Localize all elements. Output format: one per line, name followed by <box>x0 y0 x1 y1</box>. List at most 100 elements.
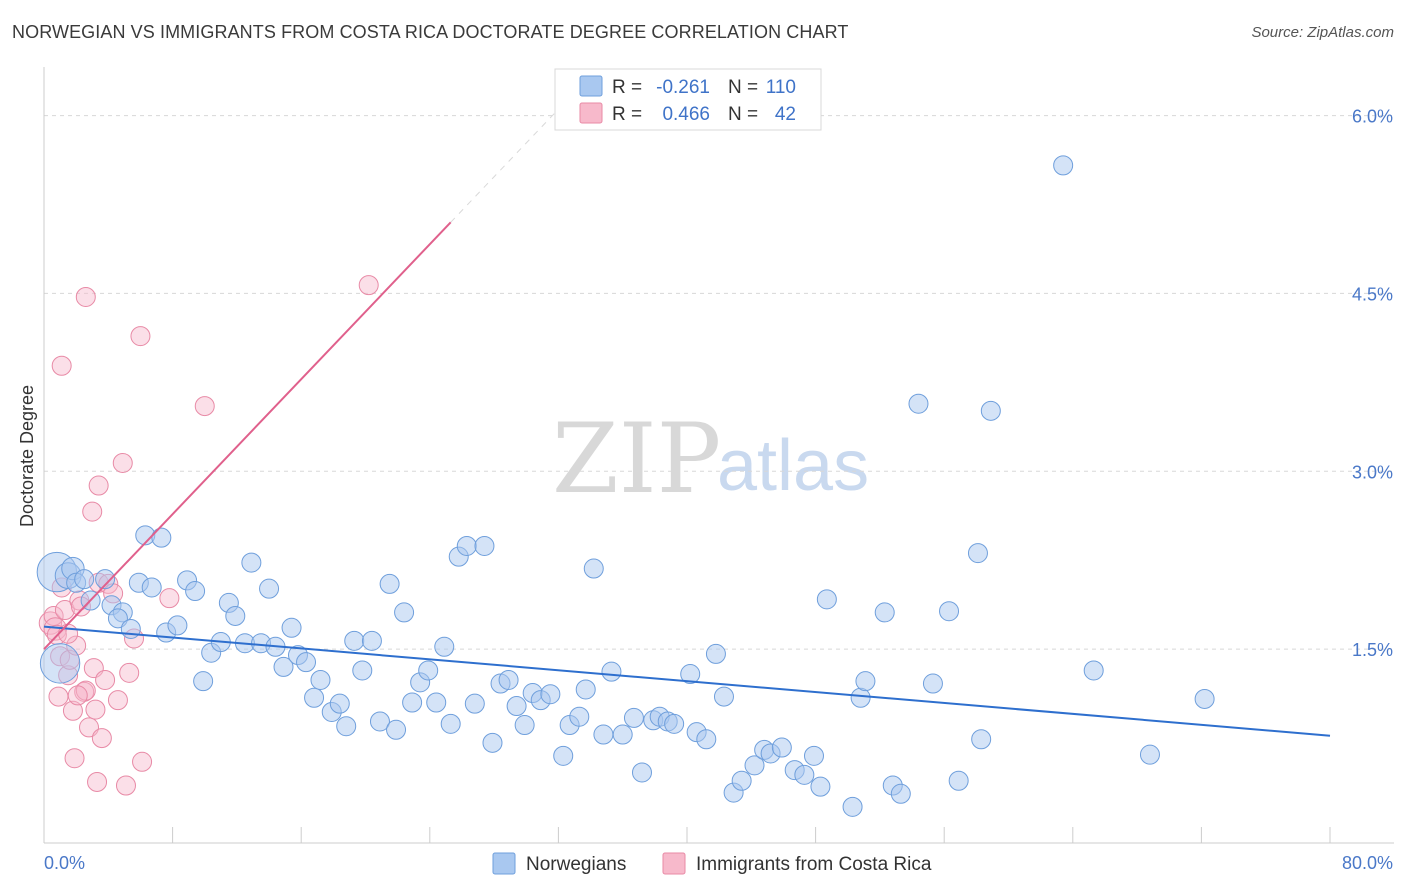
axes <box>43 67 1394 844</box>
trend-line-norwegians <box>43 625 1331 737</box>
point-norwegians-35 <box>310 669 331 690</box>
point-norwegians-5 <box>74 569 95 590</box>
point-norwegians-64 <box>553 745 574 766</box>
legend-n-value-costa-rica: 42 <box>775 104 796 125</box>
point-costa-rica-33 <box>75 286 96 307</box>
point-norwegians-39 <box>344 630 365 651</box>
point-norwegians-72 <box>623 707 644 728</box>
point-norwegians-88 <box>771 737 792 758</box>
point-norwegians-96 <box>855 671 876 692</box>
bottom-legend-swatch-costa-rica <box>662 852 686 875</box>
legend-n-value-norwegians: 110 <box>766 77 796 98</box>
point-norwegians-10 <box>107 608 128 629</box>
point-costa-rica-10 <box>62 700 83 721</box>
point-norwegians-37 <box>329 693 350 714</box>
point-costa-rica-41 <box>58 623 79 644</box>
point-norwegians-104 <box>980 400 1001 421</box>
point-norwegians-28 <box>259 578 280 599</box>
trend-line-costa-rica-extension <box>450 79 587 223</box>
point-norwegians-50 <box>434 636 455 657</box>
point-norwegians-46 <box>402 692 423 713</box>
point-norwegians-58 <box>498 669 519 690</box>
point-norwegians-67 <box>575 679 596 700</box>
point-norwegians-24 <box>225 605 246 626</box>
bottom-legend-label-costa-rica: Immigrants from Costa Rica <box>696 854 932 875</box>
watermark-zip: ZIP <box>552 403 721 515</box>
point-norwegians-99 <box>890 783 911 804</box>
point-norwegians-7 <box>95 569 116 590</box>
point-norwegians-92 <box>810 776 831 797</box>
series-legend: Norwegians Immigrants from Costa Rica <box>492 852 932 875</box>
y-tick-label-2: 4.5% <box>1352 284 1393 304</box>
legend-r-label-costa-rica: R = <box>612 104 642 125</box>
point-norwegians-53 <box>456 535 477 556</box>
point-norwegians-41 <box>361 630 382 651</box>
point-costa-rica-25 <box>107 690 128 711</box>
point-norwegians-51 <box>440 713 461 734</box>
point-norwegians-20 <box>193 671 214 692</box>
chart-title: NORWEGIAN VS IMMIGRANTS FROM COSTA RICA … <box>12 22 849 42</box>
point-norwegians-95 <box>850 687 871 708</box>
point-norwegians-80 <box>696 729 717 750</box>
x-tick-label-min: 0.0% <box>44 853 85 873</box>
bottom-legend-swatch-norwegians <box>492 852 516 875</box>
correlation-legend: R = -0.261 N = 110 R = 0.466 N = 42 <box>554 68 822 131</box>
point-norwegians-60 <box>514 715 535 736</box>
point-norwegians-110 <box>1194 688 1215 709</box>
point-norwegians-26 <box>241 552 262 573</box>
x-tick-labels: 0.0% 80.0% <box>44 853 1393 873</box>
point-norwegians-17 <box>167 615 188 636</box>
point-norwegians-31 <box>281 617 302 638</box>
point-costa-rica-34 <box>64 748 85 769</box>
point-costa-rica-21 <box>91 728 112 749</box>
point-norwegians-106 <box>971 729 992 750</box>
point-costa-rica-30 <box>132 751 153 772</box>
point-norwegians-54 <box>464 693 485 714</box>
point-norwegians-48 <box>418 660 439 681</box>
point-norwegians-42 <box>369 711 390 732</box>
point-norwegians-94 <box>842 796 863 817</box>
point-costa-rica-36 <box>194 396 215 417</box>
point-norwegians-97 <box>874 602 895 623</box>
legend-swatch-costa-rica <box>579 102 603 124</box>
point-norwegians-13 <box>141 577 162 598</box>
point-norwegians-30 <box>273 656 294 677</box>
point-costa-rica-1 <box>43 605 64 626</box>
point-costa-rica-7 <box>54 600 75 621</box>
point-norwegians-108 <box>1083 660 1104 681</box>
legend-r-value-norwegians: -0.261 <box>656 77 710 98</box>
point-costa-rica-16 <box>79 717 100 738</box>
series-costa-rica-points <box>38 275 379 796</box>
legend-r-value-costa-rica: 0.466 <box>662 104 710 125</box>
y-tick-label-1: 3.0% <box>1352 462 1393 482</box>
point-costa-rica-14 <box>74 681 95 702</box>
point-norwegians-78 <box>680 664 701 685</box>
point-norwegians-68 <box>583 558 604 579</box>
legend-swatch-norwegians <box>579 75 603 97</box>
point-costa-rica-40 <box>67 685 88 706</box>
point-costa-rica-37 <box>159 588 180 609</box>
point-costa-rica-19 <box>85 699 106 720</box>
point-norwegians-82 <box>713 686 734 707</box>
point-costa-rica-32 <box>51 355 72 376</box>
point-norwegians-49 <box>426 692 447 713</box>
point-norwegians-73 <box>631 762 652 783</box>
point-norwegians-84 <box>731 770 752 791</box>
point-norwegians-91 <box>803 745 824 766</box>
y-tick-label-3: 6.0% <box>1352 107 1393 127</box>
point-costa-rica-31 <box>88 475 109 496</box>
point-norwegians-109 <box>1139 744 1160 765</box>
point-costa-rica-22 <box>95 669 116 690</box>
point-norwegians-70 <box>601 661 622 682</box>
point-norwegians-45 <box>394 602 415 623</box>
point-norwegians-43 <box>379 573 400 594</box>
point-costa-rica-35 <box>87 771 108 792</box>
point-norwegians-81 <box>705 643 726 664</box>
point-costa-rica-26 <box>112 452 133 473</box>
bottom-legend-label-norwegians: Norwegians <box>526 854 626 875</box>
point-norwegians-15 <box>151 527 172 548</box>
point-norwegians-38 <box>336 716 357 737</box>
point-costa-rica-39 <box>115 775 136 796</box>
watermark-atlas: atlas <box>717 426 869 506</box>
